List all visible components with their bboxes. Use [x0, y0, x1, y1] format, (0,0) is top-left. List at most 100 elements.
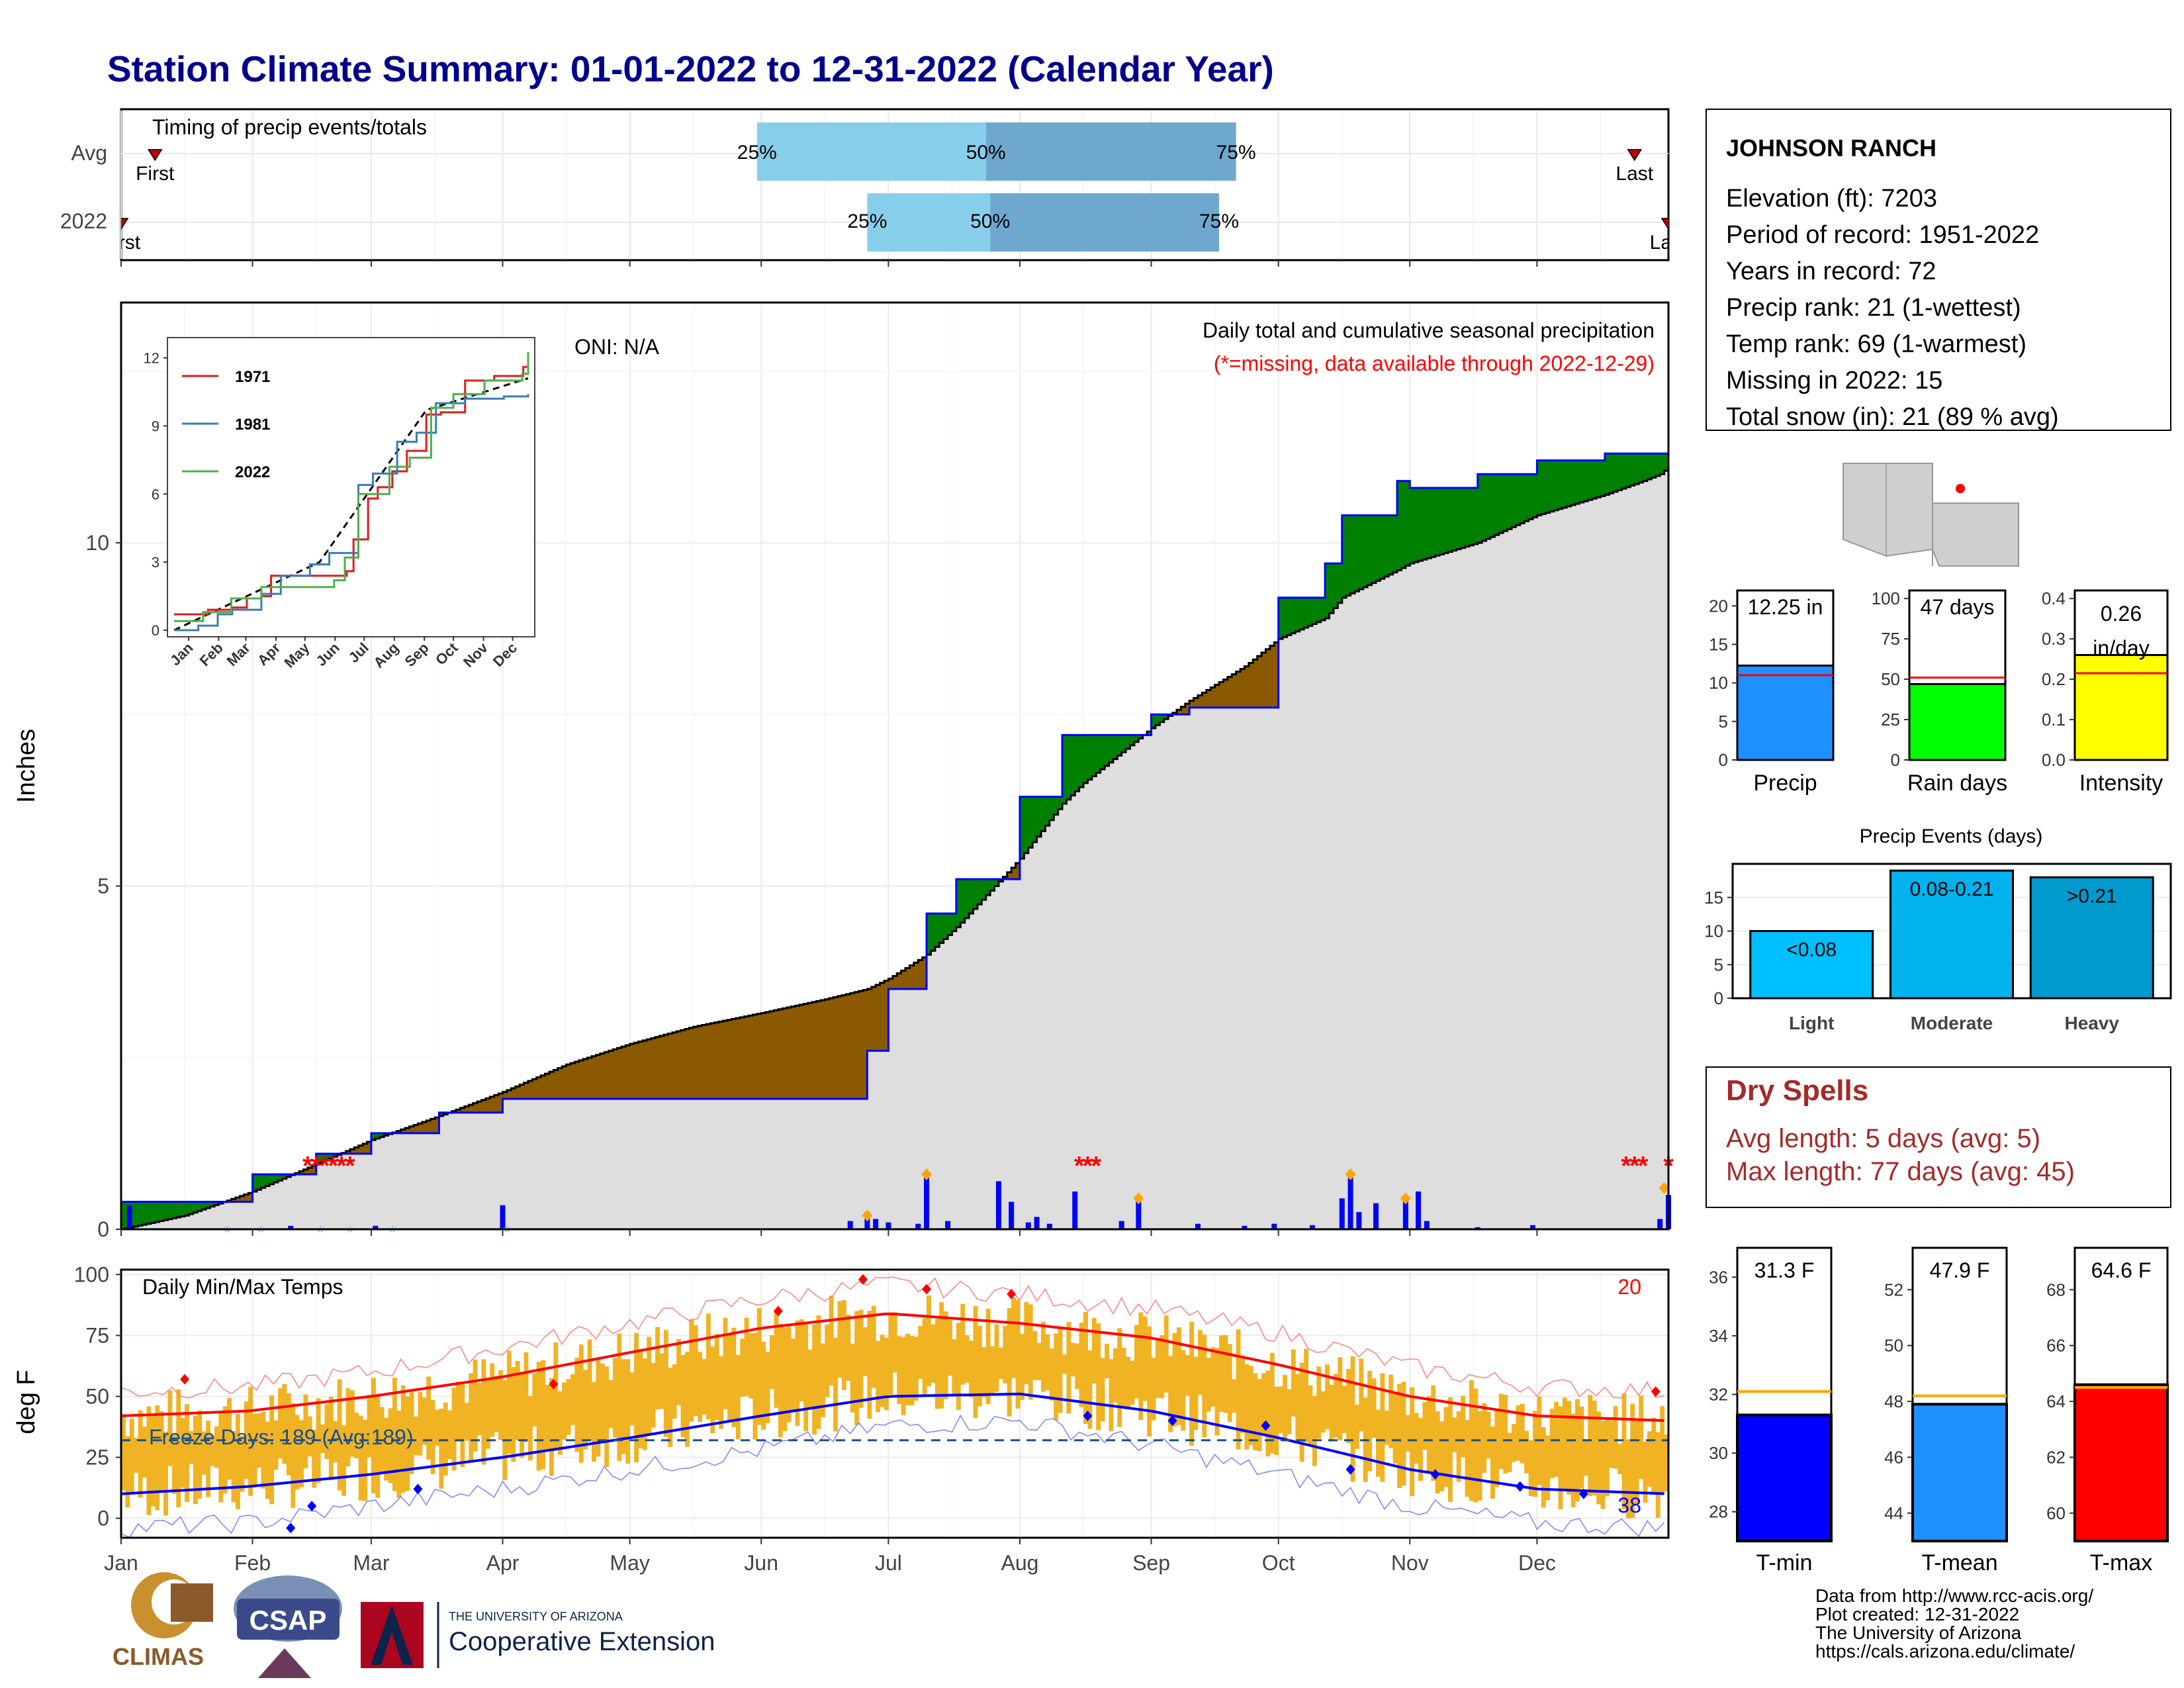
daily-temp-range — [1354, 1405, 1359, 1449]
daily-temp-range — [171, 1434, 177, 1494]
daily-temp-range — [723, 1317, 728, 1409]
daily-temp-range — [1223, 1335, 1228, 1413]
events-y-tick-label: 5 — [1714, 955, 1723, 974]
daily-precip-bar — [1475, 1227, 1480, 1229]
daily-temp-range — [256, 1413, 261, 1468]
timing-panel: 25% 50% 75% First Last 25% 50% 75% First Last Tim… — [60, 108, 1670, 261]
daily-temp-range — [235, 1414, 240, 1509]
daily-temp-range — [1647, 1431, 1652, 1487]
dry-spells-title: Dry Spells — [1726, 1074, 1868, 1107]
precip-events-chart: Precip Events (days) 0 5 10 15 <0.08 Light 0.0… — [1704, 825, 2172, 1033]
daily-temp-range — [1227, 1344, 1232, 1423]
mini-bar-tick-label: 0.1 — [2042, 710, 2066, 729]
temp-bar-value — [1911, 1403, 2008, 1542]
daily-temp-range — [820, 1343, 825, 1417]
events-bar-label: Moderate — [1911, 1013, 1993, 1033]
mini-bar-value — [1736, 664, 1835, 761]
timing-first-label: First — [136, 163, 175, 185]
daily-temp-range — [600, 1363, 605, 1442]
daily-temp-range — [1045, 1334, 1050, 1391]
daily-temp-range — [969, 1340, 974, 1397]
timing-marker-first — [147, 149, 163, 162]
daily-temp-range — [345, 1388, 351, 1467]
daily-precip-bar — [1136, 1198, 1142, 1229]
inset-legend-label: 1971 — [235, 368, 270, 386]
daily-temp-range — [206, 1421, 211, 1497]
events-bars: 0 5 10 15 <0.08 Light 0.08-0.21 Moderate >0.21 He… — [1704, 863, 2172, 1033]
daily-temp-range — [1630, 1403, 1635, 1519]
temp-line-record-max — [120, 1276, 1664, 1399]
daily-temp-range — [1134, 1325, 1139, 1399]
daily-temp-range — [1465, 1420, 1470, 1497]
daily-temp-range — [744, 1317, 749, 1396]
mini-bar-value-text: 0.26 — [2101, 602, 2142, 626]
events-bar-label: Heavy — [2064, 1013, 2119, 1033]
daily-temp-range — [1562, 1397, 1567, 1490]
daily-temp-range — [1490, 1427, 1495, 1499]
daily-temp-range — [138, 1410, 143, 1498]
daily-temp-range — [1570, 1413, 1576, 1507]
station-detail-line: Total snow (in): 21 (89 % avg) — [1726, 403, 2059, 431]
daily-temp-range — [689, 1319, 694, 1422]
daily-temp-range — [943, 1311, 948, 1399]
daily-temp-range — [1507, 1432, 1512, 1472]
daily-temp-range — [1371, 1378, 1377, 1438]
daily-temp-range — [1236, 1329, 1241, 1450]
daily-temp-range — [583, 1370, 588, 1450]
daily-temp-range — [1168, 1356, 1173, 1432]
daily-temp-range — [295, 1415, 300, 1490]
month-axis: Jan Feb Mar Apr May Jun Jul Aug Sep Oct Nov Dec — [104, 260, 1556, 1575]
daily-temp-range — [905, 1333, 910, 1405]
daily-precip-bars: ****** *** *** ** * * * * * — [126, 1151, 1674, 1244]
daily-temp-range — [460, 1382, 465, 1468]
daily-temp-range — [1049, 1348, 1054, 1401]
temp-line-record-min — [120, 1414, 1665, 1538]
daily-temp-range — [1075, 1343, 1080, 1389]
inset-y-tick-label: 0 — [152, 622, 159, 639]
daily-temp-range — [647, 1336, 652, 1436]
daily-temp-range — [1091, 1318, 1097, 1384]
daily-temp-range — [761, 1341, 766, 1430]
daily-temp-range — [1567, 1401, 1572, 1495]
trace-marker: * — [346, 1222, 354, 1244]
daily-temp-range — [282, 1383, 287, 1464]
events-title: Precip Events (days) — [1860, 825, 2043, 847]
daily-temp-range — [490, 1363, 495, 1437]
daily-temp-range — [1558, 1406, 1563, 1510]
daily-temp-range — [1528, 1440, 1533, 1497]
daily-precip-bar — [1034, 1217, 1040, 1229]
inset-y-tick-label: 12 — [144, 350, 159, 367]
locator-map — [1840, 462, 2020, 569]
daily-temp-range — [1329, 1384, 1334, 1442]
daily-temp-range — [841, 1300, 846, 1390]
timing-p75-label: 75% — [1199, 211, 1239, 232]
daily-temp-range — [1655, 1432, 1661, 1518]
daily-temp-range — [396, 1410, 402, 1498]
daily-temp-range — [960, 1303, 966, 1385]
events-y-tick-label: 10 — [1704, 921, 1723, 941]
daily-temp-range — [1651, 1417, 1657, 1494]
daily-temp-range — [337, 1379, 342, 1491]
daily-temp-range — [858, 1309, 864, 1408]
daily-temp-range — [405, 1396, 410, 1491]
station-detail-line: Precip rank: 21 (1-wettest) — [1726, 294, 2021, 322]
daily-temp-range — [1579, 1406, 1584, 1489]
below-average-area — [227, 642, 1279, 1202]
daily-temp-range — [1482, 1403, 1487, 1474]
daily-temp-range — [1176, 1327, 1181, 1425]
inset-y-tick-label: 3 — [152, 554, 159, 571]
daily-temp-range — [291, 1403, 296, 1508]
daily-temp-range — [367, 1395, 372, 1458]
daily-temp-range — [248, 1386, 253, 1496]
events-plot-frame — [1731, 863, 2172, 1000]
daily-temp-range — [1333, 1374, 1338, 1438]
daily-temp-range — [778, 1324, 783, 1438]
daily-temp-range — [625, 1359, 631, 1464]
daily-temp-range — [807, 1349, 813, 1410]
daily-temp-range — [193, 1416, 198, 1505]
daily-temp-range — [816, 1315, 821, 1429]
daily-temp-range — [333, 1421, 338, 1463]
daily-temp-range — [1181, 1350, 1186, 1431]
